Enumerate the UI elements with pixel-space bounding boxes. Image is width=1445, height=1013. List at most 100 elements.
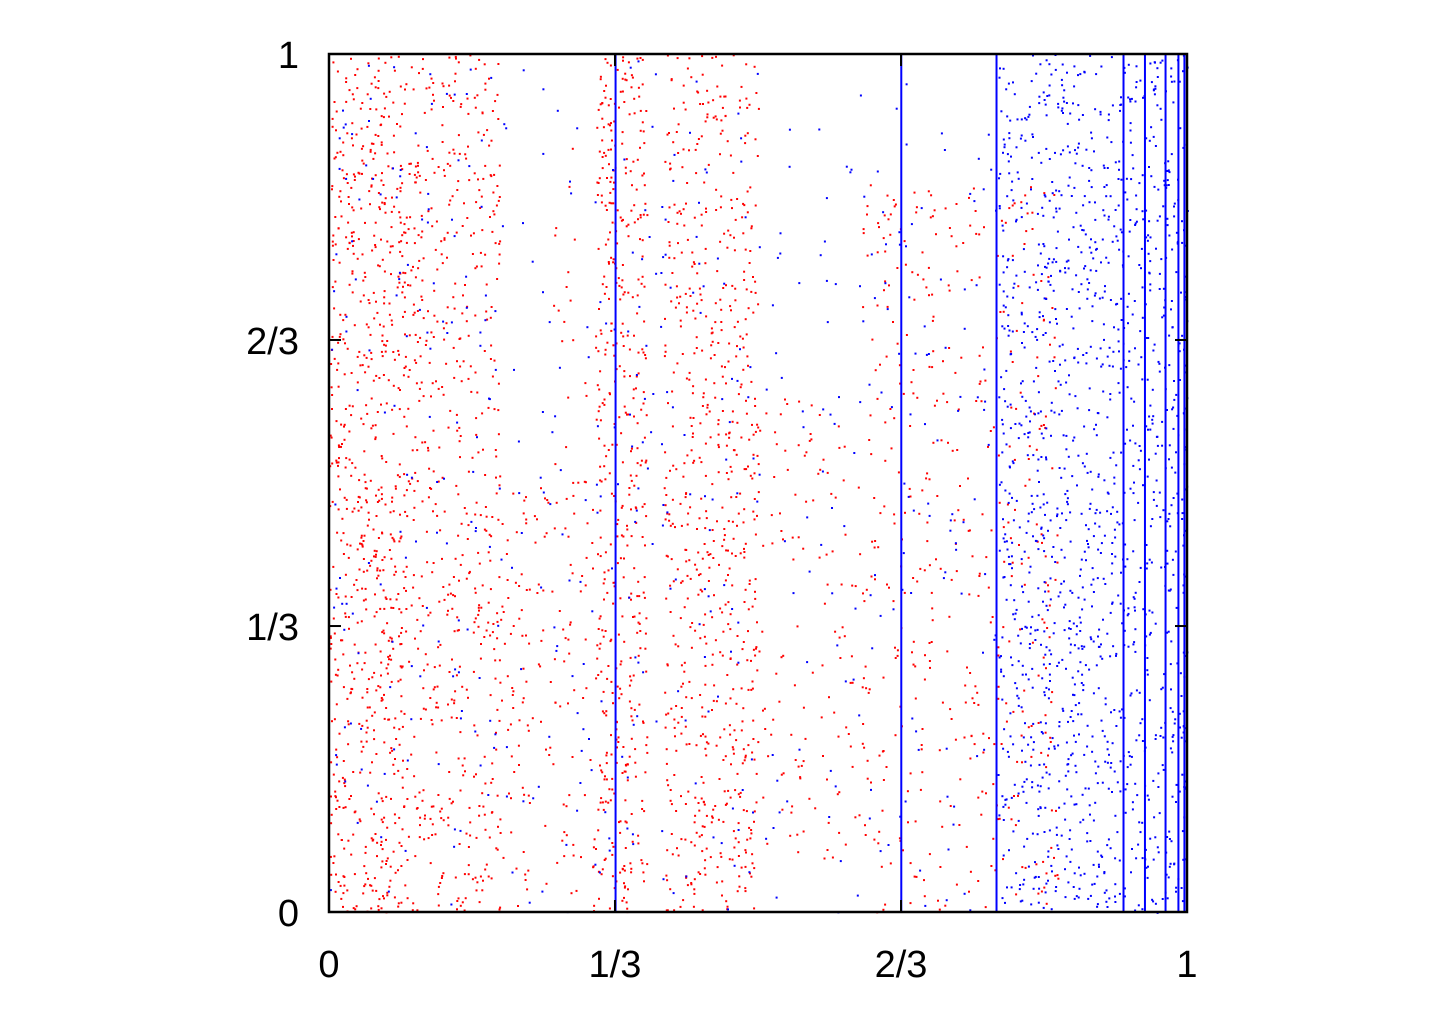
red-point-1301 <box>511 694 514 696</box>
blue-point-626 <box>1029 420 1031 423</box>
blue-point-872 <box>1119 104 1122 106</box>
red-point-1896 <box>636 447 639 450</box>
red-point-673 <box>335 748 338 751</box>
blue-point-479 <box>1023 845 1026 848</box>
blue-point-1797 <box>450 321 453 324</box>
blue-point-77 <box>1045 458 1048 461</box>
blue-point-803 <box>1051 261 1054 264</box>
red-point-344 <box>390 557 393 560</box>
red-point-807 <box>476 94 479 97</box>
red-point-1721 <box>596 657 599 660</box>
red-point-2467 <box>719 95 722 98</box>
blue-point-807 <box>1041 677 1044 680</box>
red-point-789 <box>471 878 474 881</box>
red-point-2803 <box>1009 350 1012 353</box>
red-point-685 <box>385 707 388 709</box>
red-point-144 <box>388 549 391 551</box>
red-point-2385 <box>756 155 759 157</box>
red-point-255 <box>361 159 364 162</box>
red-point-324 <box>401 255 404 258</box>
red-point-730 <box>459 563 462 566</box>
blue-point-1202 <box>1083 753 1086 756</box>
blue-point-519 <box>1087 543 1089 545</box>
red-point-2458 <box>714 321 717 324</box>
red-point-3063 <box>987 586 990 589</box>
blue-point-1436 <box>854 607 857 610</box>
red-point-930 <box>407 480 410 483</box>
red-point-194 <box>330 680 333 683</box>
red-point-1188 <box>427 310 429 313</box>
red-point-1258 <box>459 435 462 437</box>
blue-point-1215 <box>1119 716 1122 719</box>
red-point-2813 <box>1048 636 1051 639</box>
blue-point-1396 <box>1045 771 1048 774</box>
red-point-1291 <box>515 867 518 870</box>
red-point-1811 <box>620 286 623 289</box>
red-point-2091 <box>680 581 683 584</box>
blue-point-704 <box>1163 179 1166 182</box>
red-point-908 <box>425 339 428 342</box>
red-point-980 <box>484 88 487 91</box>
red-point-2075 <box>747 307 750 310</box>
red-point-2579 <box>749 474 752 477</box>
red-point-1282 <box>501 523 504 525</box>
red-point-2987 <box>907 821 909 824</box>
red-point-1054 <box>474 267 477 270</box>
red-point-356 <box>359 771 362 774</box>
red-point-1672 <box>633 615 636 618</box>
blue-point-481 <box>1129 141 1132 144</box>
blue-point-1697 <box>899 815 902 818</box>
blue-point-1004 <box>1068 393 1071 396</box>
blue-point-646 <box>1043 694 1046 697</box>
blue-point-198 <box>1005 598 1008 601</box>
red-point-1487 <box>625 79 628 82</box>
red-point-289 <box>381 201 384 204</box>
red-point-486 <box>392 510 395 513</box>
red-point-1076 <box>406 859 409 861</box>
red-point-1329 <box>575 889 578 892</box>
blue-point-949 <box>1109 456 1112 459</box>
red-point-2116 <box>705 847 708 850</box>
blue-point-261 <box>1027 678 1030 681</box>
red-point-2936 <box>888 284 890 287</box>
red-point-2695 <box>913 298 916 301</box>
blue-point-1376 <box>1060 194 1063 197</box>
red-point-2401 <box>732 537 735 540</box>
red-point-1852 <box>613 120 616 123</box>
red-point-1582 <box>601 402 604 405</box>
red-point-2802 <box>970 735 973 738</box>
red-point-2511 <box>775 672 778 675</box>
red-point-2565 <box>722 759 725 761</box>
red-point-2001 <box>753 498 756 500</box>
red-point-316 <box>350 414 353 417</box>
red-point-1207 <box>454 80 456 83</box>
red-point-1598 <box>619 871 622 874</box>
red-point-1109 <box>427 446 429 449</box>
red-point-2515 <box>724 803 727 806</box>
blue-point-1153 <box>1045 604 1048 607</box>
red-point-2245 <box>747 364 749 367</box>
red-point-336 <box>390 658 393 661</box>
blue-point-1250 <box>1000 481 1003 484</box>
red-point-2130 <box>701 590 704 593</box>
blue-point-1866 <box>637 60 640 63</box>
red-point-3078 <box>939 567 942 570</box>
red-point-244 <box>329 588 332 591</box>
blue-point-484 <box>1129 98 1131 101</box>
red-point-84 <box>345 507 348 510</box>
red-point-543 <box>389 598 392 601</box>
blue-point-538 <box>1148 558 1151 561</box>
red-point-2589 <box>718 563 720 566</box>
red-point-51 <box>335 110 338 113</box>
blue-point-1845 <box>418 308 421 311</box>
red-point-3089 <box>1002 310 1005 313</box>
red-point-633 <box>360 534 363 537</box>
red-point-1505 <box>600 332 603 335</box>
blue-point-172 <box>1117 178 1120 180</box>
red-point-2063 <box>670 803 673 806</box>
red-point-2270 <box>728 342 731 345</box>
blue-point-226 <box>1009 119 1012 122</box>
blue-point-1632 <box>661 524 664 527</box>
blue-point-1088 <box>1176 492 1179 495</box>
blue-point-1770 <box>947 848 950 851</box>
